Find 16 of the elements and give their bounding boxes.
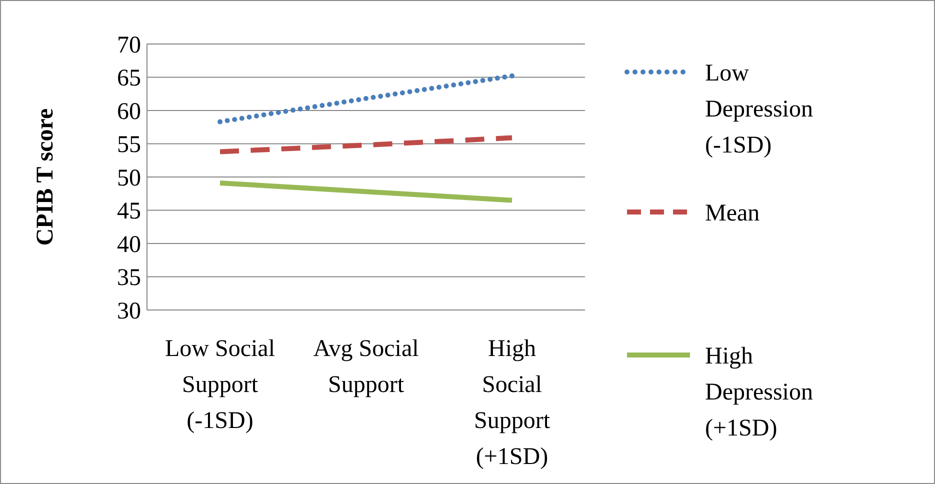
- legend-label: Mean: [705, 200, 760, 226]
- y-tick-label: 55: [117, 132, 141, 158]
- legend-label: High Depression (+1SD): [705, 343, 813, 442]
- legend-label: Low Depression (-1SD): [705, 60, 813, 158]
- x-tick-label: Avg Social Support: [313, 336, 420, 398]
- y-tick-label: 50: [117, 165, 141, 192]
- y-tick-label: 35: [117, 265, 141, 292]
- y-tick-label: 70: [117, 32, 141, 58]
- y-tick-label: 45: [117, 198, 141, 225]
- y-tick-label: 60: [117, 98, 141, 125]
- y-tick-label: 65: [117, 66, 141, 92]
- y-tick-label: 40: [117, 232, 141, 258]
- y-tick-label: 30: [117, 298, 141, 324]
- x-tick-label: Low Social Support (-1SD): [165, 336, 276, 434]
- x-tick-label: High Social Support (+1SD): [474, 336, 550, 470]
- y-axis-title: CPIB T score: [32, 108, 58, 246]
